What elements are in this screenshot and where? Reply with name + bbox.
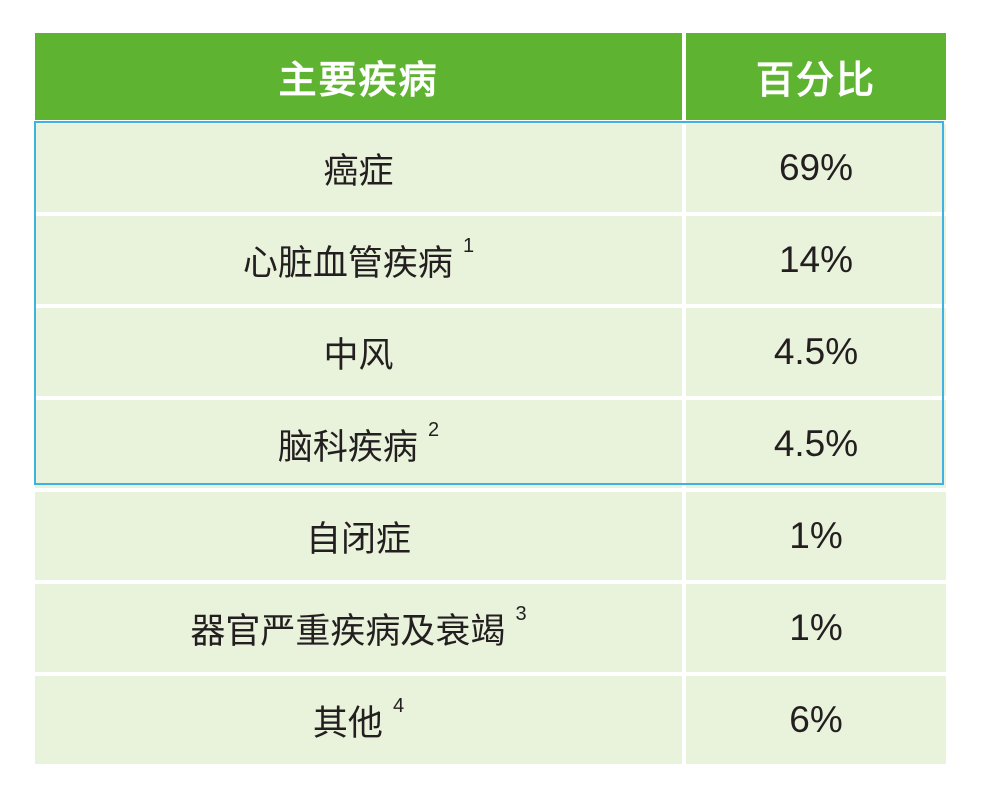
- disease-label: 器官严重疾病及衰竭: [190, 611, 506, 652]
- disease-cell: 心脏血管疾病 1: [35, 216, 682, 304]
- disease-label: 脑科疾病: [277, 427, 418, 468]
- disease-cell: 中风: [35, 308, 682, 396]
- table-row: 器官严重疾病及衰竭 3 1%: [35, 584, 946, 672]
- table-row: 中风 4.5%: [35, 308, 946, 396]
- header-percent: 百分比: [686, 33, 946, 120]
- percent-value: 14%: [778, 239, 854, 280]
- percent-cell: 1%: [686, 492, 946, 580]
- disease-label: 癌症: [323, 151, 394, 192]
- percent-cell: 6%: [686, 676, 946, 764]
- percent-cell: 4.5%: [686, 308, 946, 396]
- disease-cell: 癌症: [35, 124, 682, 212]
- disease-percentage-table: 主要疾病 百分比 癌症 69% 心脏血管疾病 1 14% 中风 4.5% 脑科疾…: [35, 33, 946, 768]
- percent-cell: 1%: [686, 584, 946, 672]
- percent-value: 4.5%: [773, 423, 859, 464]
- percent-cell: 14%: [686, 216, 946, 304]
- percent-value: 1%: [789, 515, 843, 556]
- disease-label: 心脏血管疾病: [242, 243, 453, 284]
- percent-value: 1%: [789, 607, 843, 648]
- disease-cell: 自闭症: [35, 492, 682, 580]
- disease-label: 其他: [312, 703, 383, 744]
- footnote-marker: 3: [515, 602, 527, 625]
- table-row: 癌症 69%: [35, 124, 946, 212]
- table-header-row: 主要疾病 百分比: [35, 33, 946, 120]
- percent-value: 6%: [789, 699, 843, 740]
- footnote-marker: 2: [427, 418, 440, 441]
- disease-cell: 脑科疾病 2: [35, 400, 682, 488]
- disease-label: 中风: [323, 335, 394, 376]
- disease-cell: 器官严重疾病及衰竭 3: [35, 584, 682, 672]
- percent-value: 69%: [778, 147, 854, 188]
- disease-cell: 其他 4: [35, 676, 682, 764]
- table-row: 其他 4 6%: [35, 676, 946, 764]
- disease-label: 自闭症: [305, 519, 411, 560]
- footnote-marker: 4: [392, 694, 405, 717]
- percent-cell: 69%: [686, 124, 946, 212]
- table-row: 脑科疾病 2 4.5%: [35, 400, 946, 488]
- footnote-marker: 1: [462, 234, 475, 257]
- percent-cell: 4.5%: [686, 400, 946, 488]
- table-row: 自闭症 1%: [35, 492, 946, 580]
- table-row: 心脏血管疾病 1 14%: [35, 216, 946, 304]
- percent-value: 4.5%: [773, 331, 859, 372]
- header-disease: 主要疾病: [35, 33, 682, 120]
